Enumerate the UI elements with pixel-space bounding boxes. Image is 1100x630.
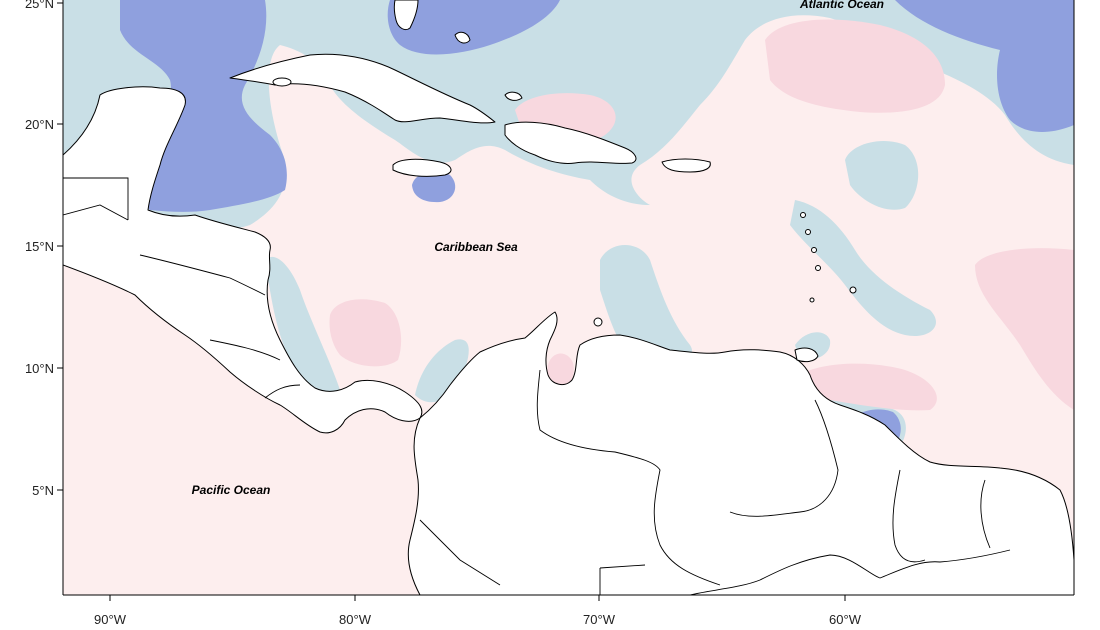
border-brazil [599,549,1011,595]
land-antilles-5 [849,286,857,294]
land-abc-islands [593,317,603,327]
anomaly-region-positive-maracaibo [547,353,574,388]
lon-label-80: 80°W [339,612,372,627]
land-central-america [63,86,423,434]
land-masses [63,0,1074,595]
plot-frame [62,0,1075,596]
land-antilles-1 [800,212,806,218]
longitude-axis: 90°W 80°W 70°W 60°W [94,595,862,627]
lat-label-20: 20°N [25,117,54,132]
land-bahamas-1 [454,31,471,44]
anomaly-region-strong-negative-bahamas [387,0,560,55]
anomaly-region-positive-guiana-coast [800,363,937,411]
lat-label-5: 5°N [32,483,54,498]
border-suriname-guiana [980,479,991,549]
land-florida [393,0,419,31]
border-colombia-venezuela [536,369,721,586]
land-antilles-4 [815,265,821,271]
border-mexico-guatemala [63,204,129,221]
land-hispaniola [504,121,637,164]
anomaly-region-positive-central [329,299,402,367]
border-venezuela-guyana [729,399,839,517]
anomaly-region-positive-atlantic [765,19,945,113]
latitude-axis: 25°N 20°N 15°N 10°N 5°N [25,0,63,498]
land-trinidad [794,347,819,363]
anomaly-region-weak-negative-south-caribbean [600,245,692,362]
lat-label-25: 25°N [25,0,54,11]
land-bahamas-2 [504,91,523,101]
plot-area [63,0,1074,595]
lat-label-10: 10°N [25,361,54,376]
anomaly-region-strong-negative-atlantic [895,0,1074,132]
lat-label-15: 15°N [25,239,54,254]
border-costa-rica [264,384,301,399]
land-antilles-2 [805,229,811,235]
border-honduras [139,254,266,296]
border-ecuador-peru [419,519,501,586]
land-antilles-6 [809,297,815,303]
lon-label-70: 70°W [583,612,616,627]
anomaly-region-weak-negative-east [845,140,919,210]
border-guatemala-belize [63,177,129,220]
anomaly-region-weak-negative-central-america [265,256,340,392]
country-borders [63,177,1011,595]
lon-label-90: 90°W [94,612,127,627]
border-nicaragua [209,339,281,361]
land-puerto-rico [661,158,711,173]
border-guyana-suriname [892,469,926,563]
label-pacific-ocean: Pacific Ocean [192,483,271,497]
land-south-america [407,311,1074,595]
label-caribbean-sea: Caribbean Sea [434,240,518,254]
lon-label-60: 60°W [829,612,862,627]
label-atlantic-ocean: Atlantic Ocean [799,0,884,11]
anomaly-region-strong-negative-jamaica [412,171,456,203]
anomaly-region-weak-negative-antilles [790,200,936,336]
land-antilles-3 [811,247,817,253]
land-isla-juventud [272,77,292,87]
land-jamaica [392,158,452,177]
anomaly-region-positive-east [975,248,1074,410]
land-cuba [229,53,496,124]
